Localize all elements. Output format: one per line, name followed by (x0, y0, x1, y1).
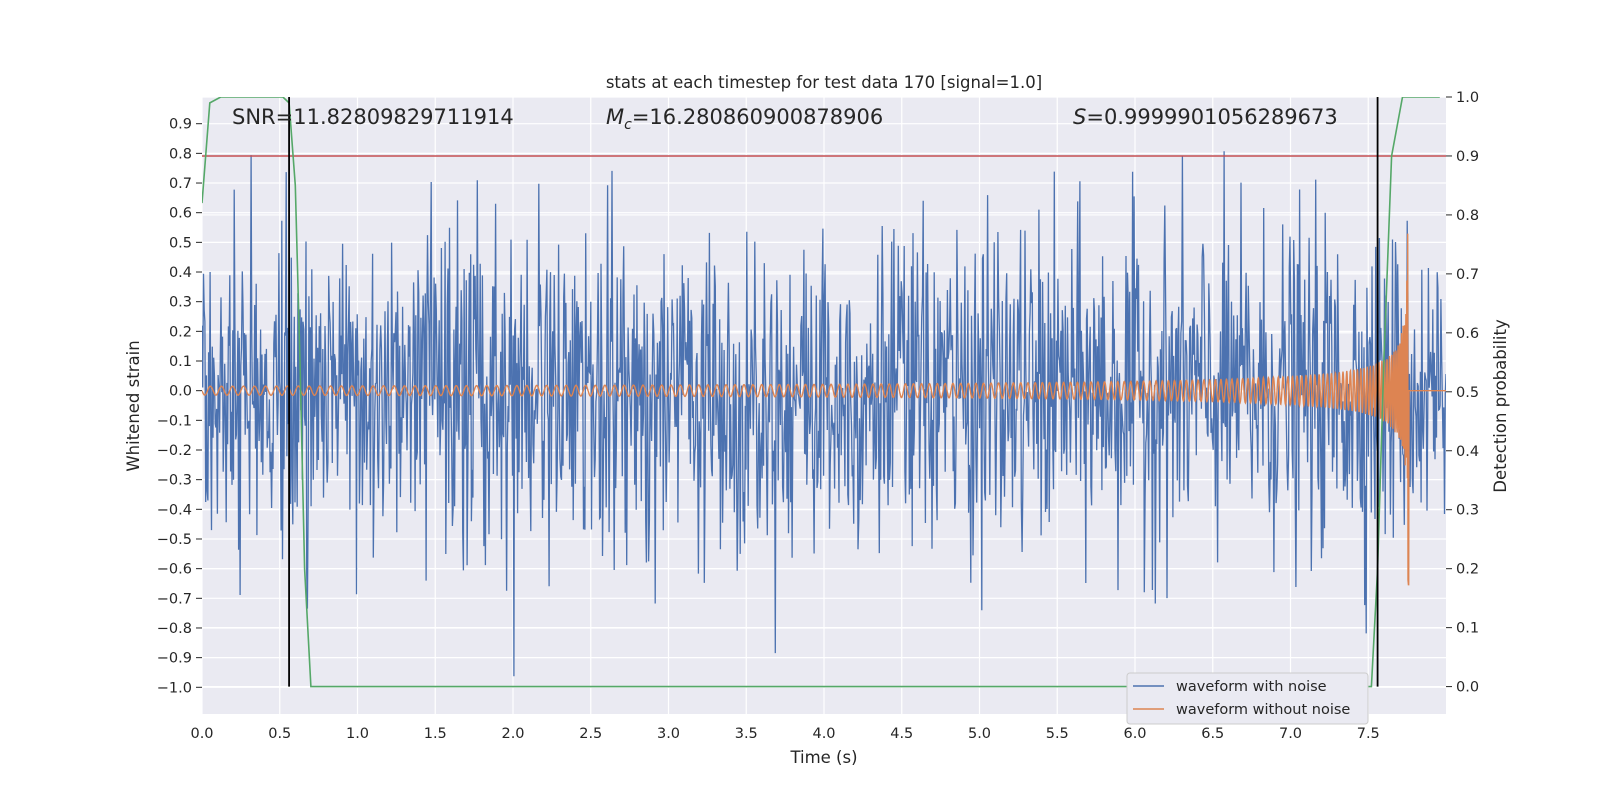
y2-tick-label: 0.3 (1456, 503, 1479, 519)
chart-title: stats at each timestep for test data 170… (606, 73, 1042, 92)
chirp-mass-annotation: Mc=16.280860900878906 (606, 105, 883, 133)
series-waveform-without-noise (202, 233, 1446, 586)
y-tick-label: −0.2 (157, 443, 192, 459)
y-tick-label: 0.8 (169, 146, 192, 162)
y-tick-label: −0.3 (157, 473, 192, 489)
x-tick-label: 0.0 (190, 726, 213, 742)
legend: waveform with noise waveform without noi… (1126, 672, 1369, 725)
y-tick-label: 0.0 (169, 384, 192, 400)
y2-tick-label: 0.9 (1456, 149, 1479, 165)
y-tick-label: −0.1 (157, 413, 192, 429)
y-tick-label: 0.5 (169, 235, 192, 251)
x-tick-label: 2.5 (579, 726, 602, 742)
y-tick-label: 0.2 (169, 324, 192, 340)
series-layer (202, 97, 1446, 688)
chirp-mass-symbol: M (606, 105, 624, 129)
chirp-mass-subscript: c (624, 117, 632, 133)
x-tick-label: 4.5 (890, 726, 913, 742)
y-tick-label: 0.1 (169, 354, 192, 370)
y2-tick-label: 0.5 (1456, 385, 1479, 401)
series-detection-probability (202, 97, 1440, 688)
y-tick-label: −0.5 (157, 532, 192, 548)
y-tick-label: −0.6 (157, 562, 192, 578)
x-tick-label: 4.0 (812, 726, 835, 742)
y-tick-label: −0.8 (157, 621, 192, 637)
y-tick-label: −1.0 (157, 680, 192, 696)
x-tick-label: 6.5 (1201, 726, 1224, 742)
y-tick-label: 0.4 (169, 265, 192, 281)
y2-tick-label: 0.7 (1456, 267, 1479, 283)
x-tick-label: 5.5 (1046, 726, 1069, 742)
legend-box (1126, 672, 1369, 725)
y2-tick-label: 0.2 (1456, 562, 1479, 578)
significance-annotation: S=0.9999901056289673 (1073, 105, 1338, 129)
chirp-mass-value: =16.280860900878906 (632, 105, 883, 129)
x-tick-label: 5.0 (968, 726, 991, 742)
significance-value: =0.9999901056289673 (1086, 105, 1337, 129)
y2-tick-label: 0.1 (1456, 621, 1479, 637)
x-axis-ticks: 0.0 0.5 1.0 1.5 2.0 2.5 3.0 3.5 4.0 4.5 5.0 5.5 6.0 6… (190, 726, 1379, 742)
y-tick-label: 0.7 (169, 176, 192, 192)
x-axis-label: Time (s) (789, 748, 857, 767)
x-tick-label: 3.0 (657, 726, 680, 742)
x-tick-label: 0.5 (268, 726, 291, 742)
x-tick-label: 3.5 (735, 726, 758, 742)
y2-tick-label: 0.4 (1456, 444, 1479, 460)
y2-tick-label: 1.0 (1456, 90, 1479, 106)
x-tick-label: 2.0 (501, 726, 524, 742)
snr-annotation: SNR=11.82809829711914 (232, 105, 514, 129)
y2-axis-ticks: 1.0 0.9 0.8 0.7 0.6 0.5 0.4 0.3 0.2 0.1 0.0 (1446, 90, 1479, 696)
y-tick-label: 0.6 (169, 206, 192, 222)
x-tick-label: 1.5 (424, 726, 447, 742)
y-axis-ticks: 0.9 0.8 0.7 0.6 0.5 0.4 0.3 0.2 0.1 0.0 −0.1 −0.2 −0… (157, 117, 202, 696)
y-tick-label: −0.9 (157, 651, 192, 667)
legend-label-noise: waveform with noise (1176, 679, 1327, 695)
y2-tick-label: 0.8 (1456, 208, 1479, 224)
significance-symbol: S (1073, 105, 1086, 129)
y-axis-label: Whitened strain (124, 340, 143, 471)
legend-label-clean: waveform without noise (1176, 702, 1350, 718)
y-tick-label: −0.4 (157, 502, 192, 518)
x-tick-label: 6.0 (1123, 726, 1146, 742)
y2-tick-label: 0.6 (1456, 326, 1479, 342)
x-tick-label: 7.0 (1279, 726, 1302, 742)
x-tick-label: 1.0 (346, 726, 369, 742)
y2-axis-label: Detection probability (1491, 319, 1510, 493)
y-tick-label: −0.7 (157, 591, 192, 607)
y-tick-label: 0.3 (169, 295, 192, 311)
y2-tick-label: 0.0 (1456, 680, 1479, 696)
y-tick-label: 0.9 (169, 117, 192, 133)
x-tick-label: 7.5 (1357, 726, 1380, 742)
